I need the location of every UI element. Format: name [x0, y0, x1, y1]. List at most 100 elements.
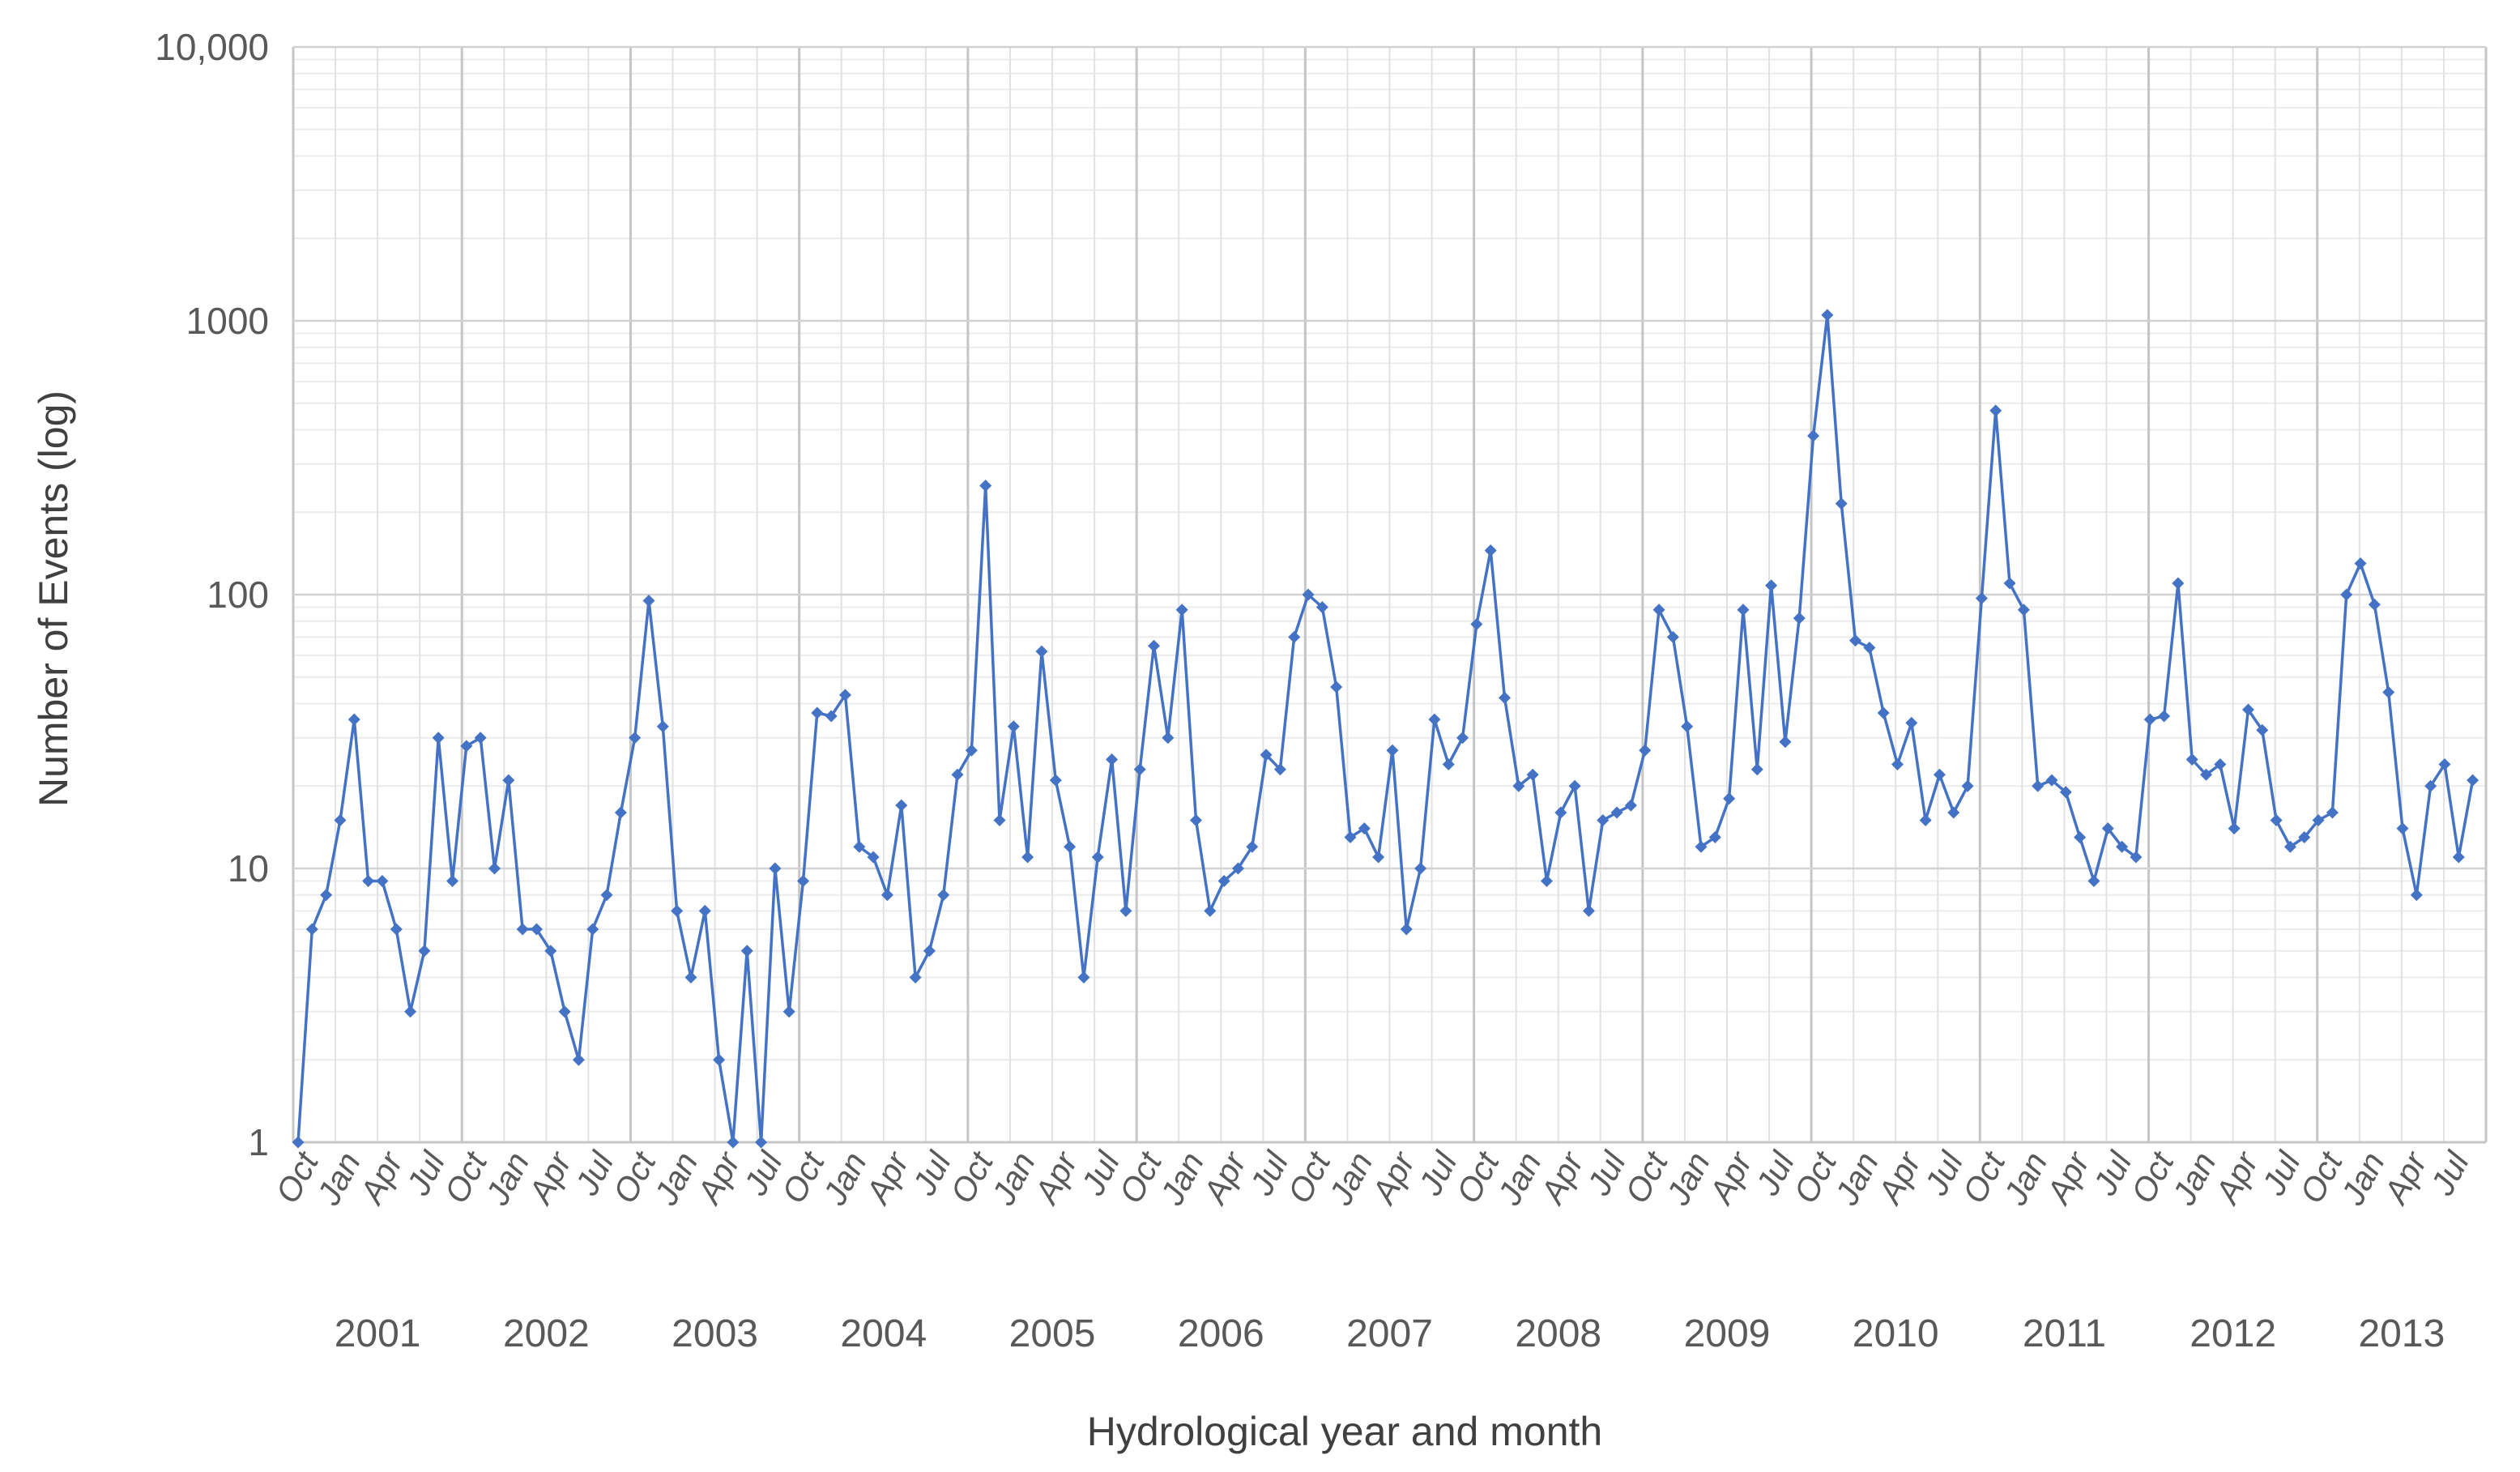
data-point-marker: [2312, 813, 2325, 826]
data-point-marker: [671, 904, 684, 917]
data-point-marker: [1064, 840, 1077, 853]
data-point-marker: [1639, 744, 1652, 757]
data-point-marker: [1750, 763, 1763, 776]
data-point-marker: [404, 1005, 417, 1018]
data-point-marker: [1554, 806, 1567, 819]
data-point-marker: [516, 923, 529, 936]
data-point-marker: [1877, 706, 1890, 719]
data-point-marker: [1091, 851, 1104, 864]
y-tick-label-10: 10: [227, 847, 269, 890]
data-point-marker: [2382, 686, 2395, 699]
data-point-marker: [2270, 813, 2283, 826]
data-point-marker: [1793, 612, 1806, 625]
data-point-marker: [1119, 904, 1132, 917]
data-point-marker: [1330, 681, 1343, 693]
year-label: 2010: [1853, 1312, 1939, 1355]
year-label: 2005: [1009, 1312, 1096, 1355]
data-point-marker: [1273, 763, 1286, 776]
data-point-marker: [1737, 604, 1750, 617]
data-point-marker: [937, 889, 950, 902]
data-point-marker: [1442, 757, 1455, 770]
data-point-marker: [1540, 874, 1553, 887]
year-label: 2001: [335, 1312, 421, 1355]
data-point-marker: [1919, 813, 1932, 826]
data-point-marker: [755, 1136, 768, 1149]
data-point-marker: [740, 945, 753, 958]
data-point-marker: [1077, 971, 1090, 984]
data-point-marker: [1975, 591, 1988, 604]
data-point-marker: [2185, 753, 2198, 766]
data-point-marker: [1835, 497, 1848, 510]
data-point-marker: [2424, 779, 2437, 792]
data-point-marker: [2326, 806, 2339, 819]
data-point-marker: [2214, 757, 2227, 770]
y-tick-label-1000: 1000: [185, 300, 269, 342]
data-point-marker: [797, 874, 810, 887]
data-point-marker: [838, 689, 851, 702]
year-label: 2004: [840, 1312, 927, 1355]
data-point-marker: [362, 874, 375, 887]
data-point-marker: [1526, 768, 1539, 781]
x-axis-title: Hydrological year and month: [1086, 1409, 1603, 1454]
data-point-marker: [1891, 757, 1904, 770]
data-point-marker: [642, 595, 655, 608]
data-point-marker: [1035, 645, 1048, 658]
data-point-marker: [1386, 744, 1399, 757]
data-point-marker: [586, 923, 599, 936]
data-point-marker: [502, 774, 515, 787]
data-point-marker: [923, 945, 936, 958]
data-point-marker: [334, 813, 347, 826]
data-point-marker: [1933, 768, 1946, 781]
data-point-marker: [446, 874, 459, 887]
year-label: 2003: [672, 1312, 758, 1355]
data-point-marker: [1148, 639, 1161, 652]
data-point-marker: [614, 806, 627, 819]
data-point-marker: [656, 720, 669, 733]
data-point-marker: [1288, 630, 1301, 643]
data-point-marker: [1372, 851, 1385, 864]
data-point-marker: [1358, 822, 1371, 835]
data-point-marker: [979, 479, 992, 492]
data-point-marker: [2045, 774, 2058, 787]
data-point-marker: [993, 813, 1006, 826]
data-point-marker: [1344, 830, 1357, 843]
data-point-marker: [1456, 732, 1469, 745]
data-point-marker: [867, 851, 880, 864]
data-point-marker: [629, 732, 642, 745]
data-point-marker: [2368, 598, 2381, 611]
data-point-marker: [965, 744, 978, 757]
data-point-marker: [2172, 577, 2185, 590]
data-point-marker: [1723, 792, 1736, 805]
data-point-marker: [1428, 713, 1441, 726]
data-point-marker: [951, 768, 964, 781]
data-point-marker: [1400, 923, 1413, 936]
data-point-marker: [2158, 710, 2171, 723]
data-point-marker: [2074, 830, 2087, 843]
data-point-marker: [1499, 691, 1512, 704]
data-point-marker: [1189, 813, 1202, 826]
data-point-marker: [292, 1136, 305, 1149]
data-point-marker: [1260, 749, 1273, 762]
year-label: 2007: [1346, 1312, 1433, 1355]
data-point-marker: [376, 874, 389, 887]
data-point-marker: [600, 889, 613, 902]
data-point-marker: [1947, 806, 1960, 819]
data-point-marker: [2354, 557, 2367, 570]
data-point-marker: [1512, 779, 1525, 792]
data-point-marker: [2340, 588, 2353, 601]
data-point-marker: [1162, 732, 1175, 745]
data-point-marker: [558, 1005, 571, 1018]
data-point-marker: [1666, 630, 1679, 643]
data-point-marker: [572, 1053, 585, 1066]
data-point-marker: [909, 971, 922, 984]
data-point-marker: [2116, 840, 2129, 853]
data-point-marker: [2452, 851, 2465, 864]
data-point-marker: [1470, 617, 1483, 630]
data-point-marker: [2059, 786, 2072, 799]
data-point-marker: [2298, 830, 2311, 843]
data-point-marker: [2467, 774, 2479, 787]
year-label: 2009: [1684, 1312, 1771, 1355]
year-label: 2008: [1515, 1312, 1601, 1355]
data-point-marker: [2143, 713, 2156, 726]
